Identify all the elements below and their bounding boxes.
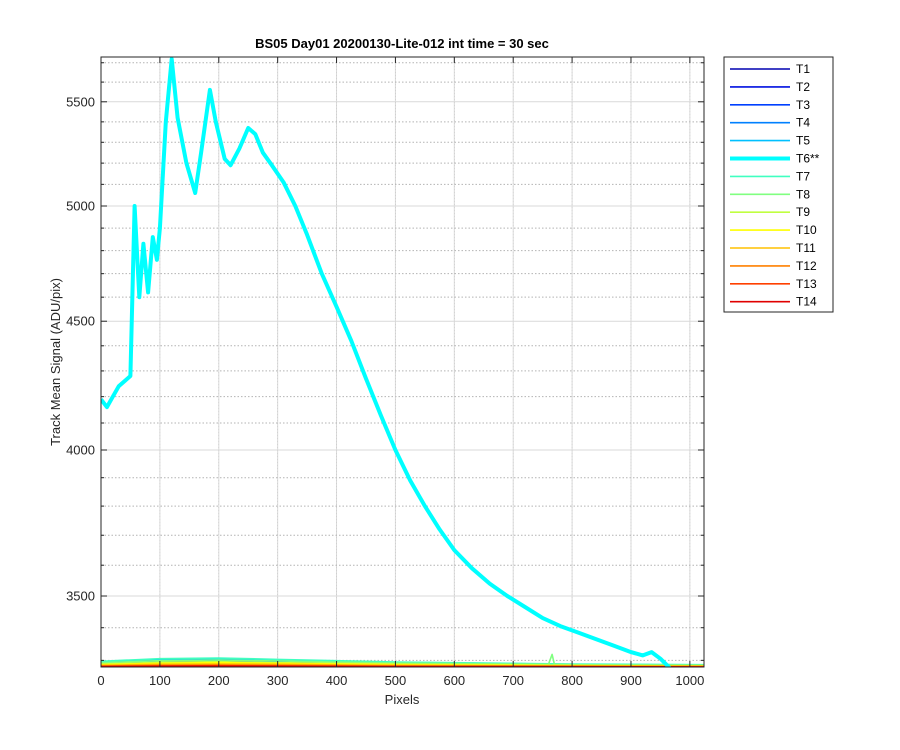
x-tick-label: 900 [620,673,642,688]
legend-label: T10 [796,223,817,237]
x-axis-label: Pixels [385,692,420,707]
x-tick-label: 200 [208,673,230,688]
legend-label: T4 [796,116,810,130]
series-line-t6 [101,57,672,667]
x-tick-label: 300 [267,673,289,688]
axis-ticks: 0 100 200 300 400 500 600 700 800 900 1000 3500 4000… [66,57,704,688]
x-tick-label: 100 [149,673,171,688]
y-tick-label: 4000 [66,443,95,458]
legend-label: T12 [796,259,817,273]
x-tick-label: 800 [561,673,583,688]
y-tick-label: 5000 [66,199,95,214]
legend-label: T14 [796,295,817,309]
x-tick-label: 600 [443,673,465,688]
legend-label: T7 [796,169,810,183]
y-axis-label: Track Mean Signal (ADU/pix) [48,278,63,446]
y-tick-label: 5500 [66,94,95,109]
legend-label: T8 [796,187,810,201]
legend-label: T6** [796,152,820,166]
legend-label: T2 [796,80,810,94]
plot-frame [100,56,705,668]
legend-label: T1 [796,62,810,76]
legend-label: T11 [796,241,816,255]
x-tick-label: 0 [97,673,104,688]
y-tick-label: 4500 [66,314,95,329]
x-tick-label: 500 [385,673,407,688]
legend-label: T9 [796,205,810,219]
x-tick-label: 700 [502,673,524,688]
chart-title: BS05 Day01 20200130-Lite-012 int time = … [255,36,549,51]
legend-label: T13 [796,277,817,291]
legend[interactable]: T1 T2 T3 T4 T5 T6** T7 T8 T9 T10 T11 T12 T13 T14 [723,56,834,313]
grid-lines [100,57,704,667]
legend-box [723,56,834,313]
plot-area [101,57,704,667]
x-tick-label: 1000 [675,673,704,688]
legend-label: T5 [796,134,810,148]
x-tick-label: 400 [326,673,348,688]
legend-label: T3 [796,98,810,112]
y-tick-label: 3500 [66,589,95,604]
